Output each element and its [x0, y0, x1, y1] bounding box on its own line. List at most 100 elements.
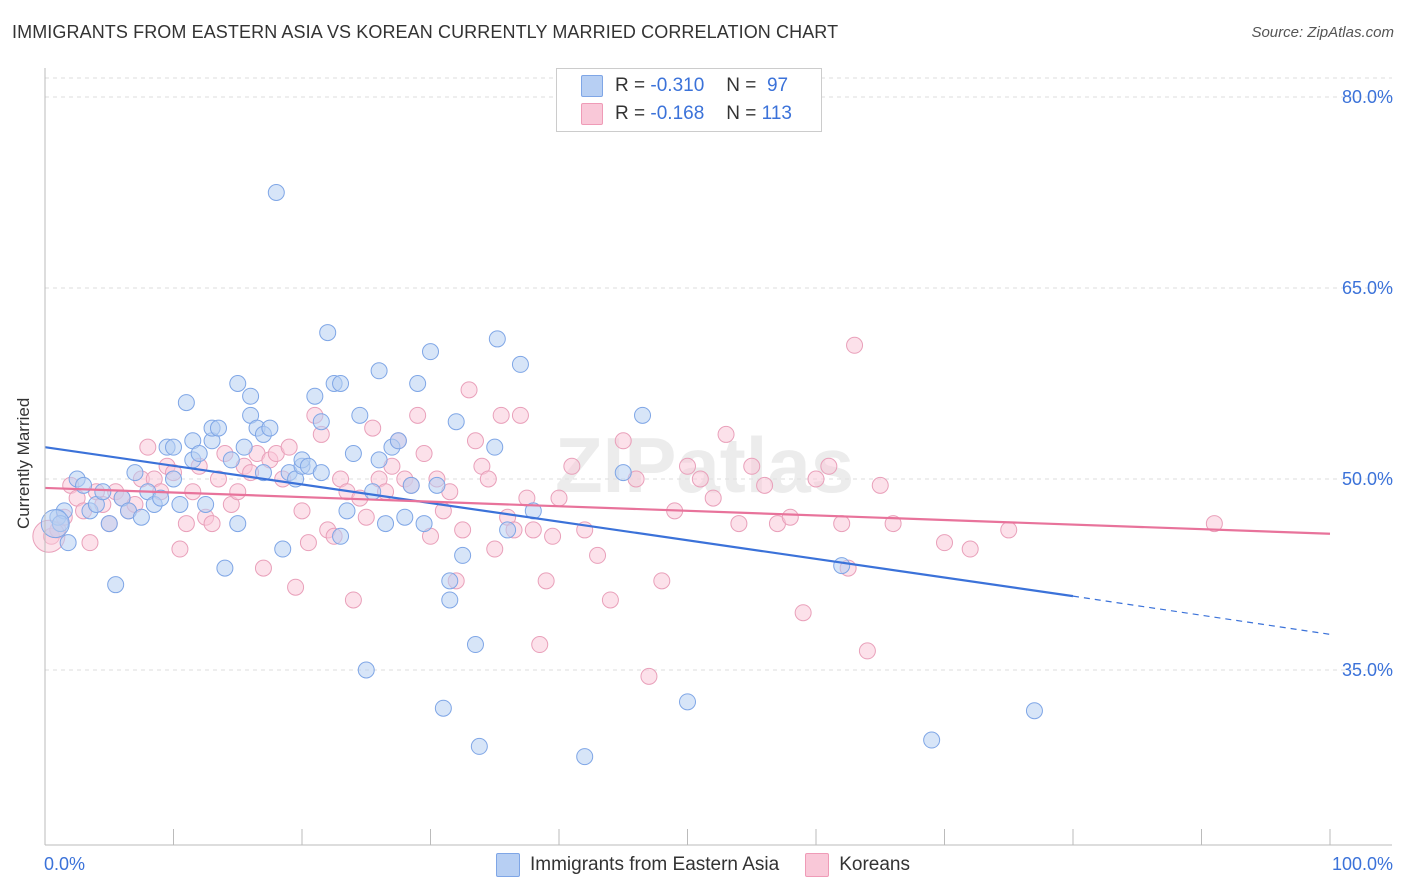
eastern-asia-point [216, 559, 234, 577]
y-axis-label: Currently Married [14, 397, 33, 529]
eastern-asia-point [434, 699, 452, 717]
korean-point [344, 591, 362, 609]
korean-point [81, 534, 99, 552]
eastern-asia-point [614, 464, 632, 482]
korean-point [679, 457, 696, 475]
eastern-asia-point [190, 445, 208, 463]
eastern-asia-point [428, 476, 446, 494]
korean-point [139, 438, 157, 456]
eastern-asia-point [447, 413, 465, 431]
korean-point [614, 432, 632, 450]
korean-point [730, 515, 748, 533]
korean-point [171, 540, 189, 558]
korean-point [563, 457, 581, 475]
eastern-asia-point [229, 375, 247, 392]
korean-point [717, 425, 735, 443]
korean-point [653, 572, 671, 590]
eastern-asia-point [332, 527, 350, 545]
blue-swatch [496, 853, 520, 877]
r-label: R = [615, 103, 646, 124]
pink-swatch [805, 853, 830, 877]
eastern-asia-point [132, 508, 150, 526]
korean-point [589, 546, 607, 564]
eastern-asia-point [222, 451, 240, 469]
r-label: R = [615, 75, 646, 96]
korean-point [364, 419, 382, 437]
legend-label-koreans: Koreans [839, 854, 910, 875]
y-tick-label: 35.0% [1342, 660, 1393, 680]
eastern-asia-point [229, 515, 247, 533]
eastern-asia-point [409, 375, 427, 392]
eastern-asia-point [344, 445, 362, 463]
korean-point [756, 476, 774, 494]
korean-point [858, 642, 876, 660]
series-legend: Immigrants from Eastern Asia Koreans [0, 852, 1406, 878]
korean-point [479, 470, 497, 488]
eastern-asia-point [177, 394, 195, 412]
legend-row-eastern-asia: R = -0.310 N = 97 [581, 73, 788, 99]
eastern-asia-point [576, 748, 594, 766]
eastern-asia-point [312, 413, 330, 431]
eastern-asia-point [357, 661, 375, 679]
korean-point [961, 540, 979, 558]
y-tick-label: 65.0% [1342, 278, 1393, 298]
eastern-asia-point [634, 406, 652, 424]
korean-point [936, 534, 953, 552]
korean-point [537, 572, 555, 590]
eastern-asia-point [165, 438, 182, 456]
korean-point [884, 515, 902, 533]
eastern-asia-point [370, 451, 388, 469]
blue-swatch [581, 75, 603, 97]
eastern-asia-point [235, 438, 253, 456]
eastern-asia-point [389, 432, 407, 450]
korean-point [640, 667, 658, 685]
korean-point [524, 521, 542, 539]
eastern-asia-point [306, 387, 324, 405]
korean-point [177, 515, 195, 533]
korean-point [184, 483, 202, 501]
korean-point [846, 336, 864, 354]
eastern-asia-point [126, 464, 144, 482]
korean-point [460, 381, 478, 399]
korean-point [1205, 515, 1223, 533]
eastern-asia-point [319, 324, 337, 342]
eastern-asia-point [466, 636, 484, 654]
eastern-asia-point [441, 591, 459, 609]
r-value-koreans: -0.168 [650, 103, 705, 124]
eastern-asia-point [312, 464, 330, 482]
eastern-asia-point [923, 731, 941, 749]
grid-lines: 35.0% 50.0% 65.0% 80.0% [45, 77, 1393, 680]
korean-point [454, 521, 472, 539]
eastern-asia-point [152, 489, 170, 507]
korean-point [807, 470, 825, 488]
trend-line-eastern-asia-extension [1072, 595, 1331, 635]
koreans-points [32, 336, 1223, 685]
eastern-asia-point [209, 419, 227, 437]
korean-point [511, 406, 529, 424]
eastern-asia-point [171, 495, 189, 513]
eastern-asia-point [332, 375, 350, 392]
korean-point [357, 508, 375, 526]
korean-point [287, 578, 305, 596]
korean-point [820, 457, 838, 475]
eastern-asia-point [486, 438, 504, 456]
eastern-asia-point [94, 483, 112, 501]
korean-point [550, 489, 568, 507]
axes: 0.0% 100.0% [44, 68, 1393, 874]
eastern-asia-point [165, 470, 182, 488]
legend-label-eastern-asia: Immigrants from Eastern Asia [530, 854, 780, 875]
korean-point [415, 445, 433, 463]
korean-point [531, 636, 549, 654]
eastern-asia-point [415, 515, 433, 533]
korean-point [781, 508, 799, 526]
eastern-asia-point [370, 362, 388, 380]
watermark: ZIPatlas [555, 421, 854, 509]
eastern-asia-point [488, 330, 506, 348]
korean-point [486, 540, 504, 558]
eastern-asia-point [40, 509, 70, 539]
x-tick-label: 100.0% [1332, 854, 1393, 874]
trend-line-koreans [44, 486, 1331, 535]
korean-point [601, 591, 619, 609]
korean-point [203, 515, 221, 533]
